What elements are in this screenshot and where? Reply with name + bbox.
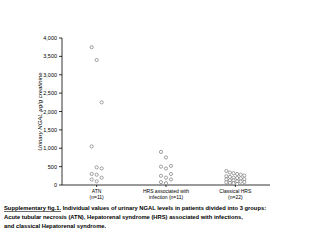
y-tick-label: 2,000 xyxy=(43,109,57,115)
point xyxy=(169,172,172,175)
point xyxy=(159,150,162,153)
point xyxy=(95,180,98,183)
x-tick-label: ATN(n=11) xyxy=(90,188,105,200)
point xyxy=(225,181,228,184)
chart: 0 500 1,000 1,500 2,000 2,500 3,000 3,500 4,000 U… xyxy=(0,0,320,240)
caption-line: Acute tubular necrosis (ATN), Hepatorena… xyxy=(4,214,243,220)
point xyxy=(232,172,235,175)
y-label: Urinary NGAL µg/g creatinine xyxy=(37,72,43,151)
point xyxy=(100,101,103,104)
x-tick-label-line: (n=22) xyxy=(228,194,243,200)
x-tick-label: Classical HRS(n=22) xyxy=(219,188,252,200)
y-tick xyxy=(59,74,62,75)
point xyxy=(95,173,98,176)
point xyxy=(239,173,242,176)
x-tick-label-line: (n=11) xyxy=(90,194,105,200)
point xyxy=(95,58,98,61)
caption-line: Supplementary fig.1. Individual values o… xyxy=(4,205,266,211)
x-tick-label: HRS associated withinfection (n=11) xyxy=(143,188,189,200)
y-tick-label: 500 xyxy=(48,164,57,170)
point xyxy=(90,172,93,175)
point xyxy=(95,166,98,169)
y-tick-label: 4,000 xyxy=(43,35,57,41)
y-tick xyxy=(59,111,62,112)
x-tick-label-line: infection (n=11) xyxy=(149,194,184,200)
point xyxy=(239,180,242,183)
point xyxy=(243,174,246,177)
point xyxy=(228,175,231,178)
point xyxy=(90,178,93,181)
point xyxy=(225,175,228,178)
point xyxy=(236,172,239,175)
point xyxy=(100,167,103,170)
point xyxy=(90,46,93,49)
point xyxy=(90,145,93,148)
y-tick-label: 3,000 xyxy=(43,72,57,78)
y-tick-label: 0 xyxy=(54,182,57,188)
y-tick xyxy=(59,56,62,57)
x-tick xyxy=(235,185,236,187)
y-tick xyxy=(59,93,62,94)
point xyxy=(243,180,246,183)
point xyxy=(159,174,162,177)
point xyxy=(232,182,235,185)
point xyxy=(159,180,162,183)
y-tick-label: 2,500 xyxy=(43,90,57,96)
y-tick-label: 1,500 xyxy=(43,127,57,133)
point xyxy=(164,176,167,179)
point xyxy=(164,156,167,159)
point xyxy=(169,164,172,167)
point xyxy=(236,182,239,185)
x-tick xyxy=(166,185,167,187)
y-tick xyxy=(59,38,62,39)
y-tick-label: 3,500 xyxy=(43,53,57,59)
point xyxy=(169,178,172,181)
point xyxy=(225,169,228,172)
point xyxy=(239,177,242,180)
y-tick xyxy=(59,166,62,167)
point xyxy=(228,181,231,184)
point xyxy=(100,176,103,179)
point xyxy=(228,171,231,174)
caption-text: Individual values of urinary NGAL levels… xyxy=(61,205,266,211)
point xyxy=(236,176,239,179)
points xyxy=(90,46,246,185)
y-tick xyxy=(59,185,62,186)
y-tick-label: 1,000 xyxy=(43,145,57,151)
point xyxy=(164,167,167,170)
caption-label: Supplementary fig.1. xyxy=(4,205,61,211)
point xyxy=(164,182,167,185)
y-tick xyxy=(59,148,62,149)
caption-line: and classical Hepatorenal syndrome. xyxy=(4,223,107,229)
y-tick xyxy=(59,129,62,130)
x-tick xyxy=(96,185,97,187)
point xyxy=(159,165,162,168)
